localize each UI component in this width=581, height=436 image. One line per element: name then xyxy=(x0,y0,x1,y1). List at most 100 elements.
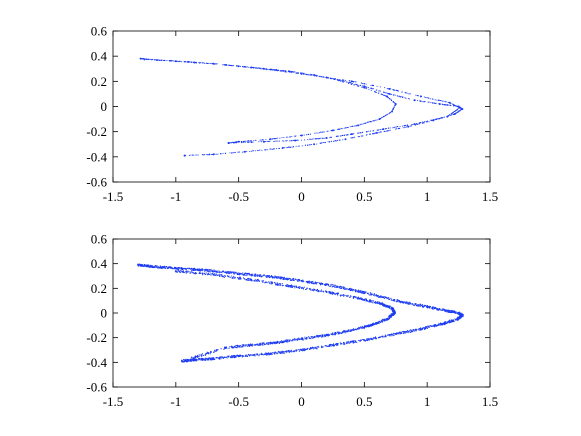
data-point xyxy=(203,272,206,274)
data-point xyxy=(274,341,276,344)
data-point xyxy=(372,338,374,340)
data-point xyxy=(226,64,228,66)
data-point xyxy=(310,337,312,340)
data-point xyxy=(344,343,346,345)
data-point xyxy=(381,320,384,322)
data-point xyxy=(411,123,413,126)
data-point xyxy=(285,147,287,149)
data-point xyxy=(343,331,345,333)
data-point xyxy=(382,296,384,298)
data-point xyxy=(365,299,367,301)
data-point xyxy=(403,332,405,334)
data-point xyxy=(366,338,369,340)
data-point xyxy=(223,64,225,66)
data-point xyxy=(387,297,390,299)
data-point xyxy=(241,274,243,276)
data-point xyxy=(446,311,448,313)
data-point xyxy=(327,141,329,143)
data-point xyxy=(260,141,262,143)
data-point xyxy=(182,358,185,361)
data-point xyxy=(385,114,387,116)
data-point xyxy=(399,301,402,304)
x-tick-label: 0 xyxy=(298,394,305,409)
data-point xyxy=(280,284,282,286)
data-point xyxy=(338,139,340,141)
data-point xyxy=(331,129,333,132)
data-point xyxy=(227,272,229,274)
data-point xyxy=(338,80,340,82)
x-tick-label: -0.5 xyxy=(228,394,249,409)
data-point xyxy=(273,276,275,279)
data-point xyxy=(394,89,396,91)
data-point xyxy=(360,339,362,342)
data-point xyxy=(375,338,377,340)
data-point xyxy=(379,117,381,120)
data-point xyxy=(417,328,419,330)
data-point xyxy=(282,285,284,287)
data-point xyxy=(368,299,370,302)
data-point xyxy=(263,141,266,143)
data-point xyxy=(408,93,410,95)
data-point xyxy=(271,148,273,150)
data-point xyxy=(435,324,437,326)
data-point xyxy=(219,356,221,358)
data-point xyxy=(450,102,452,105)
data-point xyxy=(418,122,421,124)
data-point xyxy=(189,271,191,273)
data-point xyxy=(396,126,399,128)
data-point xyxy=(335,135,338,137)
data-point xyxy=(385,296,387,298)
data-point xyxy=(226,355,228,357)
data-point xyxy=(384,95,387,97)
data-point xyxy=(238,277,240,280)
data-point xyxy=(176,60,178,62)
data-point xyxy=(215,270,217,273)
data-point xyxy=(260,276,262,278)
data-point xyxy=(278,284,280,286)
data-point xyxy=(404,331,406,333)
data-point xyxy=(265,352,268,354)
data-point xyxy=(271,342,274,344)
data-point xyxy=(234,356,236,358)
data-point xyxy=(198,355,200,357)
data-point xyxy=(181,61,183,63)
data-point xyxy=(206,62,208,65)
data-point xyxy=(143,264,145,266)
data-point xyxy=(350,137,352,139)
data-point xyxy=(212,63,215,65)
data-point xyxy=(423,96,425,98)
data-point xyxy=(282,140,284,142)
data-point xyxy=(383,115,385,117)
data-point xyxy=(297,145,299,147)
data-point xyxy=(242,273,245,276)
data-point xyxy=(369,299,372,301)
data-point xyxy=(234,271,236,273)
data-point xyxy=(291,135,293,138)
data-point xyxy=(229,152,231,154)
data-point xyxy=(368,301,370,303)
data-point xyxy=(377,302,379,304)
data-point xyxy=(316,334,318,337)
data-point xyxy=(358,327,360,329)
data-point xyxy=(419,303,421,306)
data-point xyxy=(369,87,372,89)
data-point xyxy=(190,272,192,274)
data-point xyxy=(154,59,156,61)
data-point xyxy=(263,274,265,276)
data-point xyxy=(256,280,258,283)
data-point xyxy=(329,137,331,139)
data-point xyxy=(278,140,280,142)
data-point xyxy=(384,87,386,89)
data-point xyxy=(367,325,370,327)
data-point xyxy=(270,276,272,278)
data-point xyxy=(387,305,389,307)
data-point xyxy=(372,133,374,135)
data-point xyxy=(353,84,355,86)
data-point xyxy=(457,312,459,314)
data-point xyxy=(266,354,268,356)
data-point xyxy=(165,265,168,268)
data-point xyxy=(236,273,239,276)
data-point xyxy=(391,335,393,337)
data-point xyxy=(329,78,331,80)
data-point xyxy=(347,127,349,129)
